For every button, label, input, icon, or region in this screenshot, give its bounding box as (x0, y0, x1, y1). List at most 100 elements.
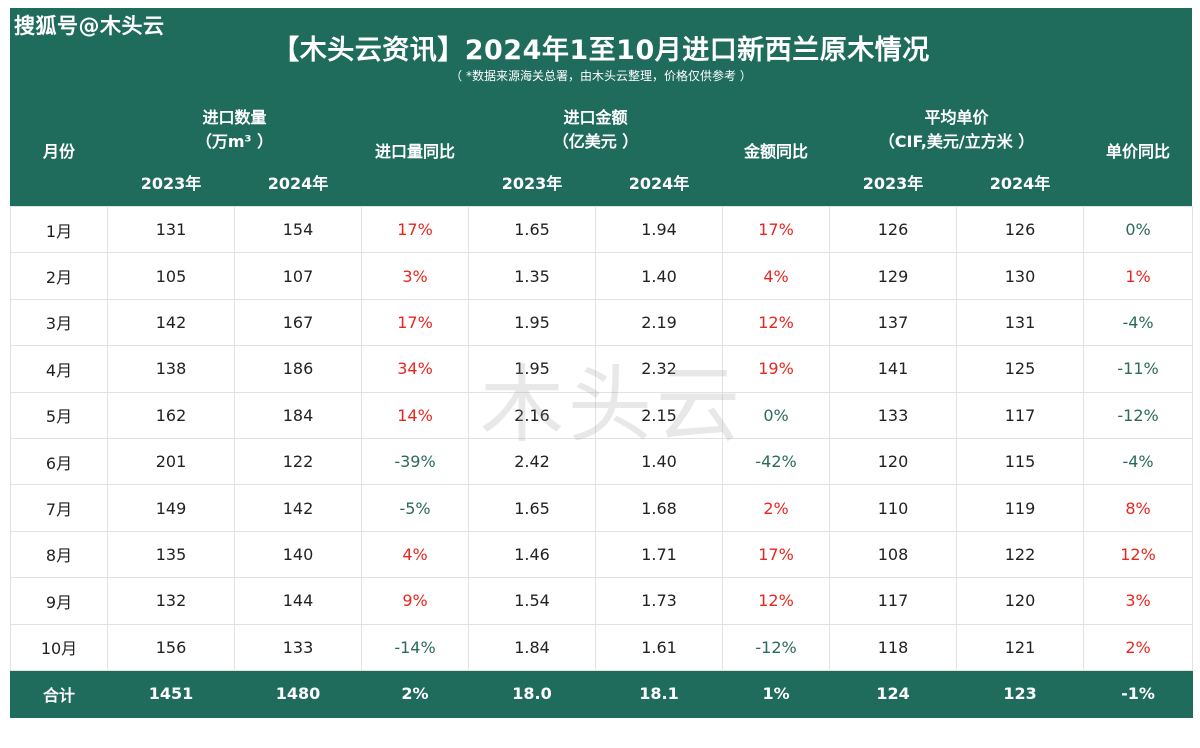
sohu-watermark: 搜狐号@木头云 (14, 14, 165, 38)
header-price-yoy: 单价同比 (1106, 142, 1171, 161)
header-qty-unit: （万m³ ） (195, 132, 274, 151)
header-month: 月份 (42, 142, 75, 161)
cell-month: 2月 (10, 252, 108, 300)
cell-qty-yoy: -5% (361, 484, 470, 532)
cell-qty-2023: 105 (107, 252, 235, 300)
header-qty: 进口数量 （万m³ ） (108, 98, 362, 162)
cell-qty-2024: 133 (233, 623, 363, 671)
cell-month: 4月 (10, 345, 108, 393)
header-amt-yoy: 金额同比 (744, 142, 809, 161)
cell-qty-2023: 142 (107, 298, 235, 347)
cell-price-2024: 131 (956, 298, 1085, 347)
table-row: 1月 131 154 17% 1.65 1.94 17% 126 126 0% (10, 205, 1194, 254)
cell-qty-yoy: 17% (361, 205, 470, 254)
cell-qty-2023: 156 (107, 623, 235, 671)
total-month: 合计 (10, 669, 108, 718)
header-qty-label: 进口数量 (202, 108, 267, 127)
cell-price-yoy: 8% (1083, 484, 1194, 532)
table-row: 8月 135 140 4% 1.46 1.71 17% 108 122 12% (10, 530, 1194, 579)
cell-amt-yoy: -12% (722, 623, 831, 671)
cell-qty-2023: 201 (107, 437, 235, 486)
header-price-2024: 2024年 (989, 174, 1051, 193)
cell-price-2023: 120 (829, 437, 958, 486)
import-table: 月份 进口数量 （万m³ ） 进口量同比 进口金额 （亿美元 ） 金额同比 平均… (10, 98, 1194, 718)
cell-price-2024: 130 (956, 252, 1085, 300)
total-price-2024: 123 (956, 669, 1085, 718)
cell-price-2024: 125 (956, 345, 1085, 393)
cell-amt-2023: 1.35 (468, 252, 597, 300)
cell-price-2024: 126 (956, 205, 1085, 254)
total-amt-yoy: 1% (722, 669, 831, 718)
cell-amt-2023: 1.95 (468, 298, 597, 347)
cell-amt-yoy: 17% (722, 530, 831, 579)
cell-qty-2023: 149 (107, 484, 235, 532)
cell-price-2024: 120 (956, 577, 1085, 625)
cell-month: 6月 (10, 437, 108, 486)
cell-amt-2024: 1.40 (595, 252, 724, 300)
cell-price-2024: 115 (956, 437, 1085, 486)
header-qty-yoy: 进口量同比 (375, 142, 456, 161)
cell-amt-yoy: 12% (722, 298, 831, 347)
header-qty-2023: 2023年 (140, 174, 202, 193)
cell-amt-2023: 2.16 (468, 391, 597, 439)
cell-month: 5月 (10, 391, 108, 439)
header-amt-unit: （亿美元 ） (552, 132, 639, 151)
cell-price-2024: 122 (956, 530, 1085, 579)
table-row: 5月 162 184 14% 2.16 2.15 0% 133 117 -12% (10, 391, 1194, 439)
cell-price-2023: 129 (829, 252, 958, 300)
total-qty-yoy: 2% (361, 669, 470, 718)
cell-month: 1月 (10, 205, 108, 254)
cell-qty-2023: 162 (107, 391, 235, 439)
cell-qty-2024: 154 (233, 205, 363, 254)
cell-price-2023: 133 (829, 391, 958, 439)
cell-qty-yoy: 9% (361, 577, 470, 625)
cell-amt-2024: 1.71 (595, 530, 724, 579)
cell-month: 8月 (10, 530, 108, 579)
cell-qty-yoy: 34% (361, 345, 470, 393)
cell-month: 7月 (10, 484, 108, 532)
cell-qty-2024: 186 (233, 345, 363, 393)
table-row: 2月 105 107 3% 1.35 1.40 4% 129 130 1% (10, 252, 1194, 300)
cell-price-2023: 126 (829, 205, 958, 254)
cell-amt-2023: 1.95 (468, 345, 597, 393)
total-row: 合计 1451 1480 2% 18.0 18.1 1% 124 123 -1% (10, 669, 1194, 718)
cell-qty-yoy: 14% (361, 391, 470, 439)
cell-price-2024: 121 (956, 623, 1085, 671)
total-price-yoy: -1% (1083, 669, 1194, 718)
table-body: 1月 131 154 17% 1.65 1.94 17% 126 126 0% 2月 105 107 3%… (10, 205, 1194, 718)
cell-price-2023: 137 (829, 298, 958, 347)
cell-amt-2024: 1.94 (595, 205, 724, 254)
cell-amt-2024: 1.73 (595, 577, 724, 625)
header-amt-2024: 2024年 (628, 174, 690, 193)
cell-price-yoy: 2% (1083, 623, 1194, 671)
cell-amt-2024: 2.32 (595, 345, 724, 393)
cell-qty-2024: 122 (233, 437, 363, 486)
cell-amt-yoy: 12% (722, 577, 831, 625)
header-amt-2023: 2023年 (501, 174, 563, 193)
cell-price-2023: 117 (829, 577, 958, 625)
total-price-2023: 124 (829, 669, 958, 718)
cell-price-yoy: 3% (1083, 577, 1194, 625)
header-amt: 进口金额 （亿美元 ） (469, 98, 723, 162)
cell-price-yoy: -4% (1083, 437, 1194, 486)
cell-price-yoy: -11% (1083, 345, 1194, 393)
cell-qty-2023: 131 (107, 205, 235, 254)
header-qty-2024: 2024年 (267, 174, 329, 193)
cell-amt-2024: 1.40 (595, 437, 724, 486)
header-band (10, 8, 1192, 228)
header-price-2023: 2023年 (862, 174, 924, 193)
cell-qty-2024: 167 (233, 298, 363, 347)
table-row: 9月 132 144 9% 1.54 1.73 12% 117 120 3% (10, 577, 1194, 625)
table-row: 4月 138 186 34% 1.95 2.32 19% 141 125 -11% (10, 345, 1194, 393)
total-qty-2023: 1451 (107, 669, 235, 718)
total-qty-2024: 1480 (233, 669, 363, 718)
cell-qty-yoy: -14% (361, 623, 470, 671)
cell-qty-2023: 132 (107, 577, 235, 625)
cell-amt-yoy: 19% (722, 345, 831, 393)
cell-qty-2023: 138 (107, 345, 235, 393)
cell-qty-2024: 107 (233, 252, 363, 300)
cell-amt-2023: 2.42 (468, 437, 597, 486)
header-price: 平均单价 （CIF,美元/立方米 ） (830, 98, 1084, 162)
header-price-unit: （CIF,美元/立方米 ） (878, 132, 1035, 151)
cell-month: 10月 (10, 623, 108, 671)
